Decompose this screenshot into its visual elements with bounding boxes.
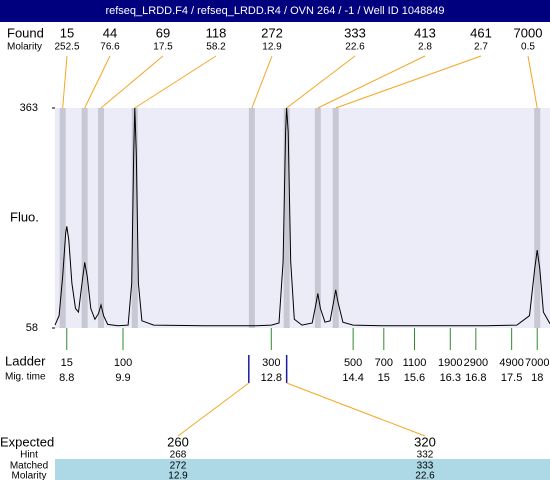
expected-value: 268: [170, 450, 187, 461]
found-size: 118: [206, 25, 227, 40]
peak-band: [98, 108, 105, 328]
ladder-size: 2900: [464, 357, 488, 369]
header-bar: [0, 0, 550, 22]
found-molarity: 76.6: [100, 42, 120, 53]
ladder-label: Ladder: [5, 353, 46, 368]
ladder-time: 8.8: [59, 372, 74, 384]
trace: [54, 107, 550, 327]
ladder-time: 14.4: [342, 372, 363, 384]
ladder-time: 16.3: [440, 372, 461, 384]
peak-band: [59, 108, 66, 328]
found-size: 333: [344, 25, 366, 40]
peak-band: [314, 108, 321, 328]
found-label: Found: [7, 25, 44, 40]
expected-value: 12.9: [168, 471, 188, 480]
peak-connector: [134, 55, 217, 109]
peak-connector: [317, 55, 426, 109]
expected-connector: [177, 382, 250, 437]
found-molarity: 2.7: [474, 42, 488, 53]
found-size: 44: [103, 25, 117, 40]
expected-value: 320: [414, 434, 436, 449]
ladder-size: 1100: [403, 357, 427, 369]
ladder-time: 18: [531, 372, 543, 384]
peak-connector: [62, 55, 68, 109]
found-size: 15: [60, 25, 74, 40]
ladder-time: 16.8: [465, 372, 486, 384]
ladder-size: 1900: [438, 357, 462, 369]
header-title: refseq_LRDD.F4 / refseq_LRDD.R4 / OVN 26…: [105, 5, 444, 17]
ladder-time: 15: [378, 372, 390, 384]
molarity-label: Molarity: [7, 42, 42, 53]
peak-band: [248, 108, 255, 328]
found-molarity: 0.5: [521, 42, 535, 53]
ladder-size: 500: [344, 357, 362, 369]
plot-area: [55, 108, 550, 328]
peak-connector: [335, 55, 482, 109]
expected-value: 332: [417, 450, 434, 461]
peak-band: [534, 108, 541, 328]
matched-band: [55, 459, 550, 480]
peak-connector: [527, 55, 538, 109]
y-tick-label: 363: [20, 102, 38, 114]
expected-value: 333: [417, 461, 434, 472]
peak-band: [332, 108, 339, 328]
ladder-time: 15.6: [404, 372, 425, 384]
expected-value: 260: [167, 434, 189, 449]
ladder-size: 4900: [499, 357, 523, 369]
peak-connector: [84, 55, 111, 109]
expected-value: 22.6: [415, 471, 435, 480]
expected-value: 272: [170, 461, 187, 472]
peak-band: [81, 108, 88, 328]
found-size: 272: [261, 25, 283, 40]
found-molarity: 22.6: [345, 42, 365, 53]
found-molarity: 12.9: [262, 42, 282, 53]
ladder-size: 300: [262, 357, 280, 369]
ladder-time: 12.8: [261, 372, 282, 384]
found-size: 461: [470, 25, 492, 40]
found-molarity: 2.8: [418, 42, 432, 53]
expected-connector: [286, 382, 426, 437]
ladder-time: 9.9: [115, 372, 130, 384]
row-label: Matched: [10, 461, 48, 472]
found-size: 69: [156, 25, 170, 40]
ladder-size: 100: [114, 357, 132, 369]
found-molarity: 252.5: [54, 42, 79, 53]
found-molarity: 58.2: [206, 42, 226, 53]
found-molarity: 17.5: [153, 42, 173, 53]
ladder-time: 17.5: [501, 372, 522, 384]
peak-connector: [251, 55, 273, 109]
peak-band: [131, 108, 138, 328]
peak-band: [283, 108, 290, 328]
peak-connector: [286, 55, 356, 109]
row-label: Molarity: [11, 471, 46, 480]
ladder-size: 15: [61, 357, 73, 369]
ladder-size: 700: [375, 357, 393, 369]
y-tick-label: 58: [26, 322, 38, 334]
peak-connector: [100, 55, 164, 109]
found-size: 413: [414, 25, 436, 40]
mig-time-label: Mig. time: [5, 372, 46, 383]
row-label: Expected: [0, 434, 54, 449]
row-label: Hint: [20, 450, 38, 461]
y-label: Fluo.: [10, 209, 39, 224]
found-size: 7000: [514, 25, 543, 40]
ladder-size: 7000: [525, 357, 549, 369]
